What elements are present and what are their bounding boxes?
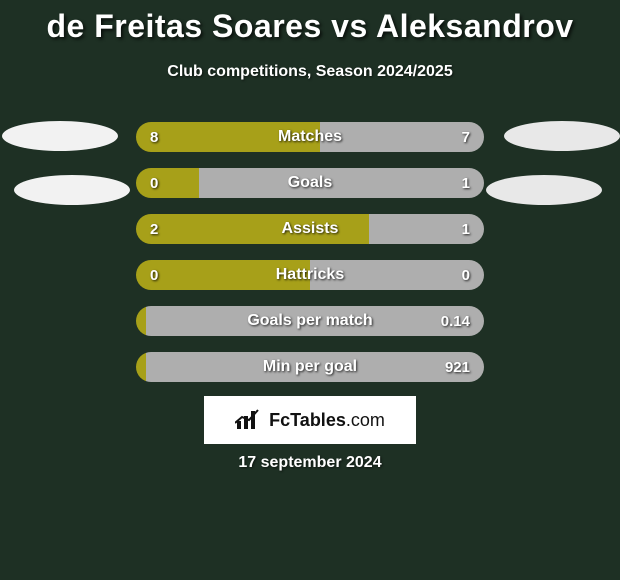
date-label: 17 september 2024 xyxy=(0,454,620,472)
player-right-marker-1 xyxy=(504,121,620,151)
stat-bar-right xyxy=(199,168,484,198)
stat-bar-right xyxy=(146,352,484,382)
stat-value-left: 2 xyxy=(150,214,158,244)
stat-row: Hattricks00 xyxy=(136,260,484,290)
stat-value-right: 0.14 xyxy=(441,306,470,336)
stat-value-right: 7 xyxy=(462,122,470,152)
stat-value-left: 0 xyxy=(150,260,158,290)
stat-value-right: 1 xyxy=(462,214,470,244)
stat-bar-right xyxy=(146,306,484,336)
stat-bar-left xyxy=(136,352,146,382)
comparison-chart: Matches87Goals01Assists21Hattricks00Goal… xyxy=(136,122,484,398)
stat-bar-left xyxy=(136,122,320,152)
stat-row: Matches87 xyxy=(136,122,484,152)
stat-bar-right xyxy=(310,260,484,290)
chart-icon xyxy=(235,409,263,431)
player-left-marker-2 xyxy=(14,175,130,205)
subtitle: Club competitions, Season 2024/2025 xyxy=(0,63,620,81)
stat-value-left: 0 xyxy=(150,168,158,198)
stat-bar-left xyxy=(136,306,146,336)
stat-row: Goals per match0.14 xyxy=(136,306,484,336)
stat-value-right: 921 xyxy=(445,352,470,382)
stat-bar-left xyxy=(136,260,310,290)
player-right-marker-2 xyxy=(486,175,602,205)
brand-badge: FcTables.com xyxy=(204,396,416,444)
stat-row: Assists21 xyxy=(136,214,484,244)
stat-bar-left xyxy=(136,214,369,244)
brand-name: FcTables.com xyxy=(269,410,385,431)
stat-value-left: 8 xyxy=(150,122,158,152)
stat-bar-right xyxy=(320,122,484,152)
stat-row: Min per goal921 xyxy=(136,352,484,382)
stat-value-right: 1 xyxy=(462,168,470,198)
stat-value-right: 0 xyxy=(462,260,470,290)
player-left-marker-1 xyxy=(2,121,118,151)
page-title: de Freitas Soares vs Aleksandrov xyxy=(0,0,620,45)
stat-bar-left xyxy=(136,168,199,198)
stat-row: Goals01 xyxy=(136,168,484,198)
